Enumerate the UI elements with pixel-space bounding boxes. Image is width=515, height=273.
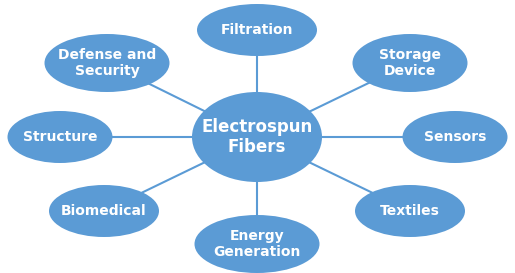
Ellipse shape bbox=[355, 185, 465, 237]
Text: Energy
Generation: Energy Generation bbox=[213, 229, 301, 259]
Ellipse shape bbox=[44, 34, 169, 92]
Text: Defense and
Security: Defense and Security bbox=[58, 48, 156, 78]
Ellipse shape bbox=[195, 215, 319, 273]
Ellipse shape bbox=[197, 4, 317, 56]
Text: Storage
Device: Storage Device bbox=[379, 48, 441, 78]
Ellipse shape bbox=[352, 34, 468, 92]
Text: Electrospun
Fibers: Electrospun Fibers bbox=[201, 118, 313, 156]
Ellipse shape bbox=[8, 111, 112, 163]
Text: Structure: Structure bbox=[23, 130, 97, 144]
Text: Textiles: Textiles bbox=[380, 204, 440, 218]
Text: Sensors: Sensors bbox=[424, 130, 486, 144]
Ellipse shape bbox=[403, 111, 507, 163]
Ellipse shape bbox=[192, 92, 322, 182]
Text: Biomedical: Biomedical bbox=[61, 204, 147, 218]
Ellipse shape bbox=[49, 185, 159, 237]
Text: Filtration: Filtration bbox=[221, 23, 293, 37]
